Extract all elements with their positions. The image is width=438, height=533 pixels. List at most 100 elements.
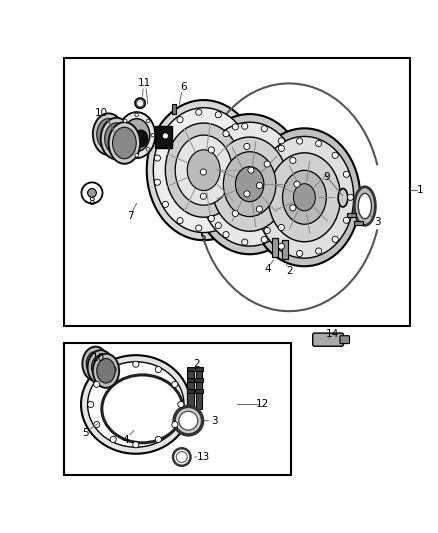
Ellipse shape [173,448,191,466]
Bar [187,367,194,371]
Text: 5: 5 [82,428,89,438]
Ellipse shape [175,135,232,205]
Bar [196,392,202,409]
Circle shape [94,422,100,427]
Circle shape [297,138,303,144]
Circle shape [94,381,100,387]
Circle shape [154,155,160,161]
Bar [64,59,410,326]
Bar [187,392,194,409]
Circle shape [155,367,161,373]
Circle shape [278,243,284,249]
Text: 14: 14 [326,329,339,340]
Ellipse shape [147,100,261,240]
Text: 2: 2 [193,359,200,369]
Ellipse shape [199,122,300,246]
Circle shape [242,239,248,245]
Ellipse shape [153,108,254,232]
Circle shape [244,191,250,197]
Circle shape [81,182,102,204]
Circle shape [162,133,169,139]
Circle shape [177,117,183,123]
Circle shape [315,248,321,254]
Circle shape [244,143,250,150]
Bar [354,221,363,225]
Ellipse shape [354,187,375,225]
Ellipse shape [338,189,348,207]
Ellipse shape [211,137,288,231]
Circle shape [261,237,267,243]
Circle shape [223,231,229,238]
Circle shape [196,225,202,231]
Ellipse shape [86,351,105,376]
Circle shape [200,193,206,199]
Circle shape [110,437,116,442]
Text: 7: 7 [127,211,134,221]
Text: 2: 2 [286,266,293,276]
Ellipse shape [93,354,119,388]
Circle shape [88,401,94,408]
Circle shape [154,179,160,185]
Ellipse shape [166,123,242,217]
Circle shape [215,222,221,229]
Circle shape [294,181,300,187]
Text: 10: 10 [95,108,108,118]
Ellipse shape [101,118,132,159]
Circle shape [264,228,270,233]
Text: 10: 10 [92,353,105,364]
Circle shape [172,381,178,387]
Circle shape [343,217,350,223]
Bar [195,378,203,382]
Ellipse shape [82,346,109,381]
Ellipse shape [105,123,128,155]
Bar [195,389,203,393]
Ellipse shape [268,153,340,242]
Ellipse shape [109,122,140,164]
Circle shape [138,101,143,106]
Circle shape [208,215,215,222]
Circle shape [290,157,296,164]
Bar [196,370,202,387]
Bar [196,381,202,398]
Ellipse shape [293,184,315,211]
Circle shape [232,211,238,216]
Circle shape [178,401,184,408]
Circle shape [315,141,321,147]
Ellipse shape [187,150,220,190]
FancyBboxPatch shape [313,333,343,346]
Bar [155,126,172,148]
Circle shape [347,194,353,200]
Ellipse shape [118,112,155,158]
Circle shape [124,148,127,151]
Circle shape [290,205,296,211]
Circle shape [264,161,270,167]
Ellipse shape [97,359,115,383]
Circle shape [135,113,138,117]
Ellipse shape [255,136,353,258]
Bar [64,343,291,474]
Circle shape [256,182,262,189]
Circle shape [151,133,155,137]
Bar [347,213,356,217]
Bar [187,381,194,398]
Circle shape [256,206,262,212]
Circle shape [215,112,221,118]
Ellipse shape [176,451,187,463]
Text: 3: 3 [374,217,381,227]
Ellipse shape [88,362,184,447]
Bar [282,240,288,260]
Circle shape [172,422,178,427]
Circle shape [110,367,117,373]
Circle shape [177,217,183,224]
Text: 12: 12 [256,399,269,409]
Circle shape [297,251,303,256]
Circle shape [196,109,202,115]
Circle shape [124,119,127,123]
Circle shape [200,169,206,175]
Circle shape [278,138,284,144]
Circle shape [119,133,122,137]
Ellipse shape [193,114,307,254]
FancyBboxPatch shape [340,336,350,344]
Circle shape [135,98,145,108]
Circle shape [135,154,138,157]
